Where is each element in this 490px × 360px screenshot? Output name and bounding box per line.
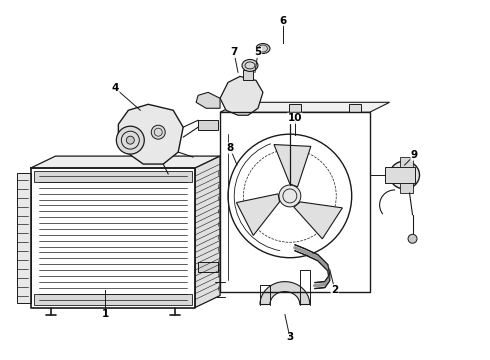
Polygon shape xyxy=(220,76,263,115)
Polygon shape xyxy=(294,202,343,239)
Polygon shape xyxy=(385,167,415,183)
Text: 3: 3 xyxy=(286,332,294,342)
Polygon shape xyxy=(196,92,220,108)
Ellipse shape xyxy=(256,44,270,54)
Text: 7: 7 xyxy=(230,48,238,58)
Ellipse shape xyxy=(279,185,301,207)
Text: 9: 9 xyxy=(411,150,418,160)
Polygon shape xyxy=(34,171,192,182)
Ellipse shape xyxy=(408,234,417,243)
Polygon shape xyxy=(289,104,301,112)
Polygon shape xyxy=(399,157,413,167)
Polygon shape xyxy=(198,262,218,272)
Polygon shape xyxy=(30,156,220,168)
Polygon shape xyxy=(34,293,192,305)
Polygon shape xyxy=(399,183,413,193)
Polygon shape xyxy=(220,102,390,112)
Polygon shape xyxy=(195,156,220,307)
Text: 4: 4 xyxy=(112,84,119,93)
Ellipse shape xyxy=(126,136,134,144)
Ellipse shape xyxy=(242,59,258,71)
Polygon shape xyxy=(243,71,253,80)
Text: 8: 8 xyxy=(226,143,234,153)
Text: 1: 1 xyxy=(102,310,109,319)
Polygon shape xyxy=(349,104,361,112)
Text: 10: 10 xyxy=(288,113,302,123)
Polygon shape xyxy=(17,173,30,302)
Ellipse shape xyxy=(390,161,419,189)
Ellipse shape xyxy=(116,126,144,154)
Ellipse shape xyxy=(400,171,409,179)
Polygon shape xyxy=(119,104,183,164)
Polygon shape xyxy=(260,282,310,305)
Text: 2: 2 xyxy=(331,284,339,294)
Polygon shape xyxy=(274,145,311,187)
Polygon shape xyxy=(237,194,279,235)
Text: 5: 5 xyxy=(254,48,262,58)
Text: 6: 6 xyxy=(279,15,287,26)
Polygon shape xyxy=(229,104,241,112)
Ellipse shape xyxy=(151,125,165,139)
Polygon shape xyxy=(198,120,218,130)
